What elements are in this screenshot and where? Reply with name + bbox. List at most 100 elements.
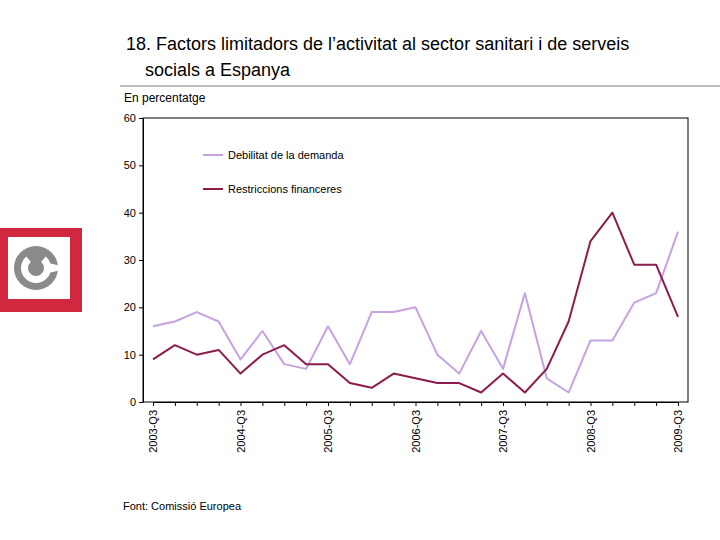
y-tick: 40 xyxy=(124,207,143,219)
x-tick-label: 2004-Q3 xyxy=(235,410,247,453)
x-tick-label: 2007-Q3 xyxy=(497,410,509,453)
x-tick xyxy=(612,402,613,406)
x-tick xyxy=(197,402,198,406)
x-tick-mark xyxy=(175,402,176,406)
x-tick xyxy=(634,402,635,406)
x-tick xyxy=(219,402,220,406)
x-tick xyxy=(350,402,351,406)
y-tick-label: 30 xyxy=(124,254,136,266)
y-tick-label: 60 xyxy=(124,112,136,124)
x-tick-mark xyxy=(481,402,482,406)
y-tick-mark xyxy=(139,307,143,308)
x-tick xyxy=(372,402,373,406)
legend: Debilitat de la demanda Restriccions fina… xyxy=(203,149,344,195)
y-tick-mark xyxy=(139,402,143,403)
x-tick-mark xyxy=(372,402,373,406)
x-tick xyxy=(547,402,548,406)
x-tick-mark xyxy=(219,402,220,406)
x-axis: 2003-Q3 2004-Q3 2005-Q3 2006-Q3 2007-Q3 2008-… xyxy=(147,402,684,453)
x-tick-mark xyxy=(284,402,285,406)
x-tick-label: 2003-Q3 xyxy=(147,410,159,453)
x-tick: 2006-Q3 xyxy=(410,402,422,453)
y-tick-label: 10 xyxy=(124,349,136,361)
y-tick-mark xyxy=(139,260,143,261)
x-tick-mark xyxy=(634,402,635,406)
x-tick xyxy=(481,402,482,406)
y-tick-label: 40 xyxy=(124,207,136,219)
logo-bg xyxy=(0,228,82,312)
x-tick xyxy=(262,402,263,406)
y-tick-mark xyxy=(139,213,143,214)
x-tick-mark xyxy=(656,402,657,406)
subtitle: En percentatge xyxy=(124,91,206,105)
y-tick: 30 xyxy=(124,254,143,266)
series-line xyxy=(153,213,678,393)
y-tick: 0 xyxy=(130,396,143,408)
x-tick-mark xyxy=(350,402,351,406)
x-tick-mark xyxy=(459,402,460,406)
x-tick-mark xyxy=(416,402,417,406)
x-tick-mark xyxy=(262,402,263,406)
x-tick-label: 2008-Q3 xyxy=(585,410,597,453)
x-tick: 2008-Q3 xyxy=(585,402,597,453)
title: 18. Factors limitadors de l’activitat al… xyxy=(126,34,629,80)
plot-frame xyxy=(143,118,688,402)
y-tick: 60 xyxy=(124,112,143,124)
legend-swatch xyxy=(203,154,223,156)
x-tick xyxy=(656,402,657,406)
x-tick xyxy=(569,402,570,406)
legend-swatch xyxy=(203,188,223,190)
x-tick: 2007-Q3 xyxy=(497,402,509,453)
x-tick xyxy=(284,402,285,406)
chart: 18. Factors limitadors de l’activitat al… xyxy=(0,0,720,540)
x-tick xyxy=(306,402,307,406)
y-tick-label: 0 xyxy=(130,396,136,408)
x-tick-mark xyxy=(547,402,548,406)
x-tick-label: 2009-Q3 xyxy=(672,410,684,453)
y-tick-label: 50 xyxy=(124,159,136,171)
logo xyxy=(0,228,82,312)
series-line xyxy=(153,232,678,393)
x-tick-label: 2005-Q3 xyxy=(322,410,334,453)
x-tick-mark xyxy=(197,402,198,406)
x-tick: 2005-Q3 xyxy=(322,402,334,453)
x-tick-mark xyxy=(591,402,592,406)
x-tick-label: 2006-Q3 xyxy=(410,410,422,453)
x-tick xyxy=(459,402,460,406)
x-tick-mark xyxy=(437,402,438,406)
x-tick-mark xyxy=(612,402,613,406)
x-tick: 2003-Q3 xyxy=(147,402,159,453)
x-tick xyxy=(525,402,526,406)
logo-arrow xyxy=(44,262,70,274)
plot-area xyxy=(153,213,678,393)
x-tick-mark xyxy=(503,402,504,406)
y-tick-label: 20 xyxy=(124,301,136,313)
legend-label: Debilitat de la demanda xyxy=(228,149,344,161)
legend-item: Debilitat de la demanda xyxy=(203,149,344,161)
x-tick: 2004-Q3 xyxy=(235,402,247,453)
y-axis: 0 10 20 30 40 50 60 xyxy=(124,112,144,408)
x-tick-mark xyxy=(153,402,154,406)
x-tick: 2009-Q3 xyxy=(672,402,684,453)
y-tick: 50 xyxy=(124,159,143,171)
title-line: socials a Espanya xyxy=(145,60,291,80)
y-tick: 10 xyxy=(124,349,143,361)
legend-item: Restriccions financeres xyxy=(203,183,342,195)
y-axis-line xyxy=(143,119,144,403)
logo-inner xyxy=(8,237,70,299)
y-tick-mark xyxy=(139,355,143,356)
x-tick-mark xyxy=(306,402,307,406)
title-line: 18. Factors limitadors de l’activitat al… xyxy=(126,34,629,54)
x-tick xyxy=(394,402,395,406)
source: Font: Comissió Europea xyxy=(123,500,242,512)
legend-label: Restriccions financeres xyxy=(228,183,342,195)
x-tick-mark xyxy=(328,402,329,406)
x-tick-mark xyxy=(569,402,570,406)
y-tick-mark xyxy=(139,118,143,119)
title-rule xyxy=(120,86,720,87)
x-tick-mark xyxy=(241,402,242,406)
y-tick: 20 xyxy=(124,301,143,313)
x-tick xyxy=(437,402,438,406)
x-tick xyxy=(175,402,176,406)
x-tick-mark xyxy=(678,402,679,406)
